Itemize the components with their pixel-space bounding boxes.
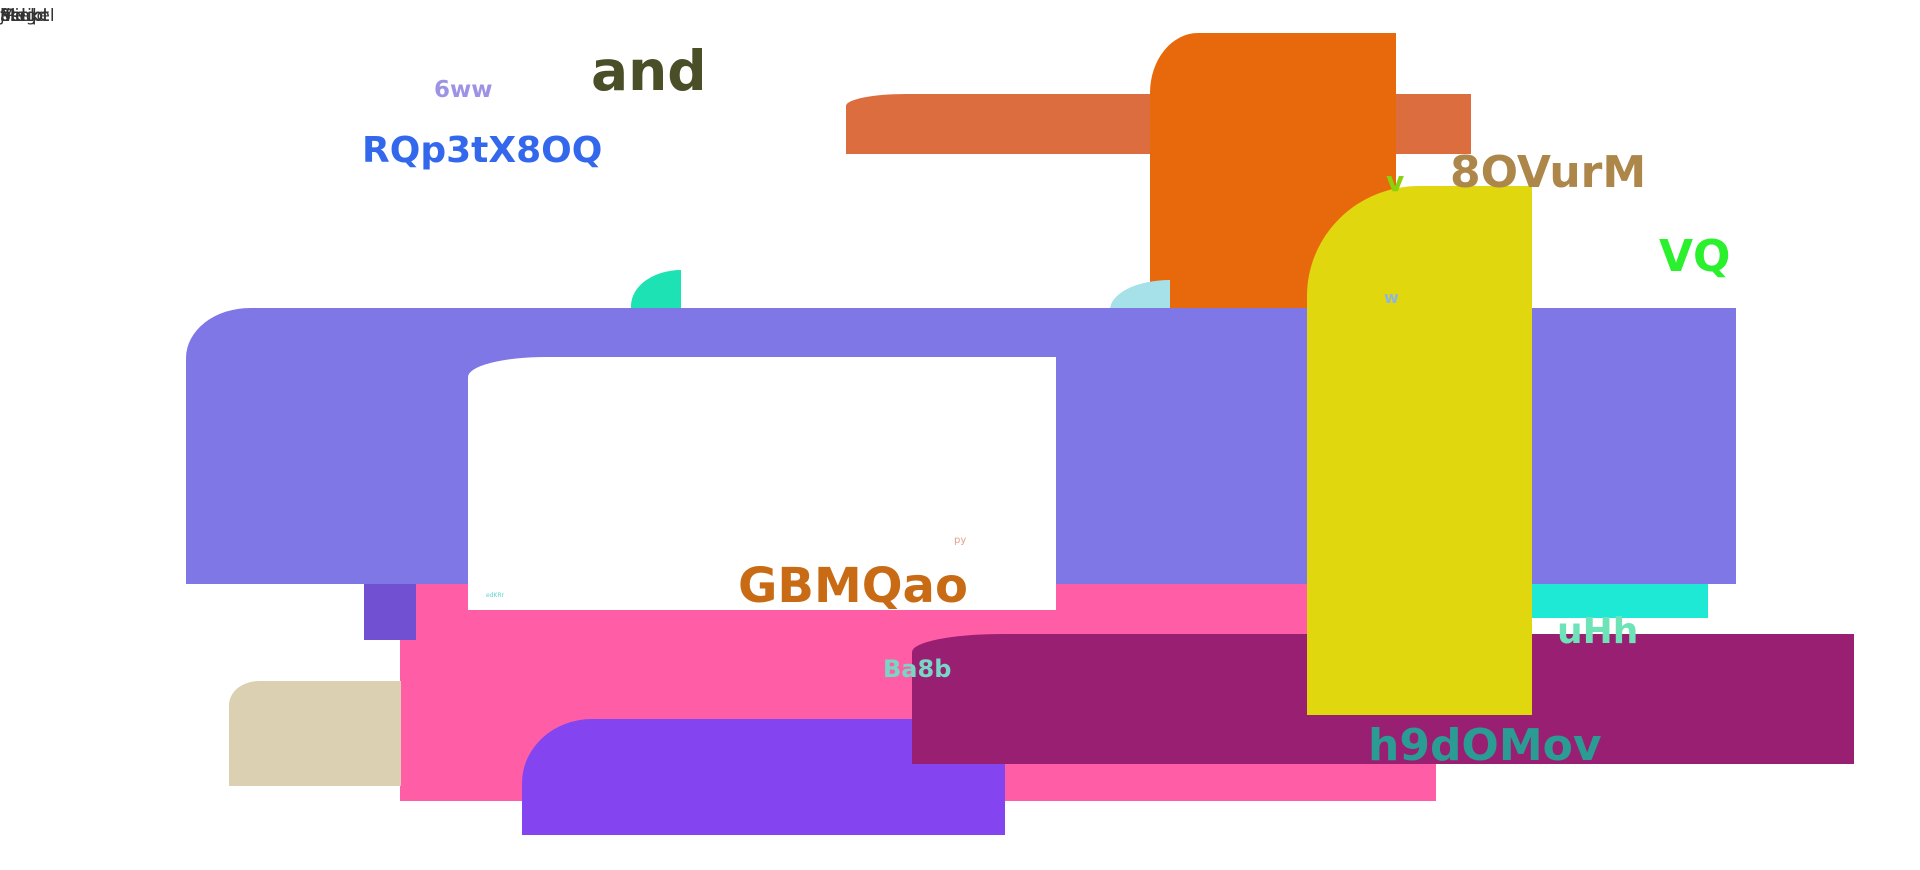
label-tiny: edKRr <box>486 592 505 599</box>
corner-label-4: Script <box>0 6 50 26</box>
label-w: w <box>1384 288 1399 307</box>
label-vq: VQ <box>1659 231 1731 282</box>
label-uhh: uHh <box>1557 611 1639 652</box>
label-6ww: 6ww <box>434 77 493 103</box>
beige-block-shape <box>229 681 401 786</box>
corner-label-2: Minkel <box>0 6 55 26</box>
corner-label-1: jPdgd <box>0 6 48 26</box>
label-v: v <box>1386 165 1405 198</box>
yellow-column-shape <box>1307 186 1532 715</box>
label-ba8b: Ba8b <box>883 655 952 683</box>
corner-label-6: ase <box>0 6 30 26</box>
white-card <box>468 357 1056 610</box>
label-gbmqao: GBMQao <box>738 558 968 614</box>
corner-label-3: field <box>0 6 37 26</box>
label-h9domov: h9dOMov <box>1368 720 1602 771</box>
label-8ovurm: 8OVurM <box>1450 147 1647 198</box>
label-rqp: RQp3tX8OQ <box>362 130 603 171</box>
corner-label-5: ble <box>0 6 26 26</box>
label-py: py <box>954 535 967 546</box>
label-and: and <box>591 39 707 103</box>
